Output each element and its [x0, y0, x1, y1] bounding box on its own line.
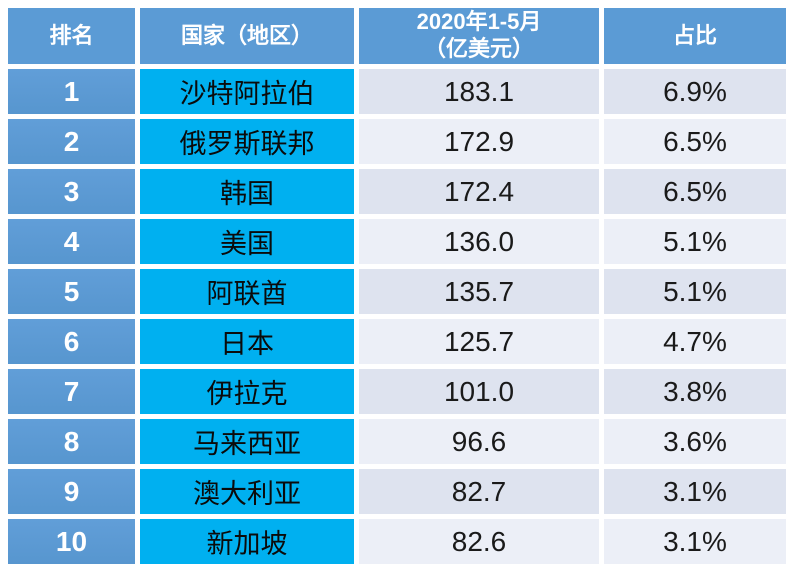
header-country: 国家（地区）	[140, 8, 354, 64]
rank-cell: 8	[8, 419, 135, 464]
country-cell: 新加坡	[140, 519, 354, 564]
share-cell: 5.1%	[604, 269, 786, 314]
value-cell: 136.0	[359, 219, 599, 264]
share-cell: 3.6%	[604, 419, 786, 464]
table-row: 1 沙特阿拉伯 183.1 6.9%	[8, 69, 786, 114]
header-rank: 排名	[8, 8, 135, 64]
value-cell: 172.9	[359, 119, 599, 164]
country-cell: 阿联酋	[140, 269, 354, 314]
rank-cell: 10	[8, 519, 135, 564]
rank-cell: 6	[8, 319, 135, 364]
table-row: 8 马来西亚 96.6 3.6%	[8, 419, 786, 464]
rank-cell: 1	[8, 69, 135, 114]
table-body: 1 沙特阿拉伯 183.1 6.9% 2 俄罗斯联邦 172.9 6.5% 3 …	[8, 69, 786, 564]
value-cell: 96.6	[359, 419, 599, 464]
table-row: 5 阿联酋 135.7 5.1%	[8, 269, 786, 314]
table-row: 3 韩国 172.4 6.5%	[8, 169, 786, 214]
import-source-rank-table: 排名 国家（地区） 2020年1-5月 （亿美元） 占比 1 沙特阿拉伯 183…	[3, 3, 791, 569]
share-cell: 3.1%	[604, 469, 786, 514]
header-value: 2020年1-5月 （亿美元）	[359, 8, 599, 64]
value-cell: 183.1	[359, 69, 599, 114]
rank-cell: 5	[8, 269, 135, 314]
header-value-line1: 2020年1-5月	[416, 9, 542, 35]
header-value-line2: （亿美元）	[423, 36, 534, 61]
table-row: 2 俄罗斯联邦 172.9 6.5%	[8, 119, 786, 164]
share-cell: 3.8%	[604, 369, 786, 414]
share-cell: 3.1%	[604, 519, 786, 564]
value-cell: 125.7	[359, 319, 599, 364]
share-cell: 4.7%	[604, 319, 786, 364]
rank-cell: 9	[8, 469, 135, 514]
table-row: 7 伊拉克 101.0 3.8%	[8, 369, 786, 414]
share-cell: 5.1%	[604, 219, 786, 264]
header-row: 排名 国家（地区） 2020年1-5月 （亿美元） 占比	[8, 8, 786, 64]
table-row: 10 新加坡 82.6 3.1%	[8, 519, 786, 564]
rank-cell: 4	[8, 219, 135, 264]
share-cell: 6.9%	[604, 69, 786, 114]
table-row: 4 美国 136.0 5.1%	[8, 219, 786, 264]
table-header: 排名 国家（地区） 2020年1-5月 （亿美元） 占比	[8, 8, 786, 64]
country-cell: 美国	[140, 219, 354, 264]
share-cell: 6.5%	[604, 169, 786, 214]
value-cell: 135.7	[359, 269, 599, 314]
value-cell: 82.6	[359, 519, 599, 564]
value-cell: 172.4	[359, 169, 599, 214]
table-row: 9 澳大利亚 82.7 3.1%	[8, 469, 786, 514]
country-cell: 澳大利亚	[140, 469, 354, 514]
value-cell: 82.7	[359, 469, 599, 514]
header-share: 占比	[604, 8, 786, 64]
rank-cell: 2	[8, 119, 135, 164]
country-cell: 伊拉克	[140, 369, 354, 414]
value-cell: 101.0	[359, 369, 599, 414]
country-cell: 韩国	[140, 169, 354, 214]
table-row: 6 日本 125.7 4.7%	[8, 319, 786, 364]
rank-cell: 7	[8, 369, 135, 414]
country-cell: 俄罗斯联邦	[140, 119, 354, 164]
country-cell: 沙特阿拉伯	[140, 69, 354, 114]
country-cell: 马来西亚	[140, 419, 354, 464]
share-cell: 6.5%	[604, 119, 786, 164]
country-cell: 日本	[140, 319, 354, 364]
rank-cell: 3	[8, 169, 135, 214]
